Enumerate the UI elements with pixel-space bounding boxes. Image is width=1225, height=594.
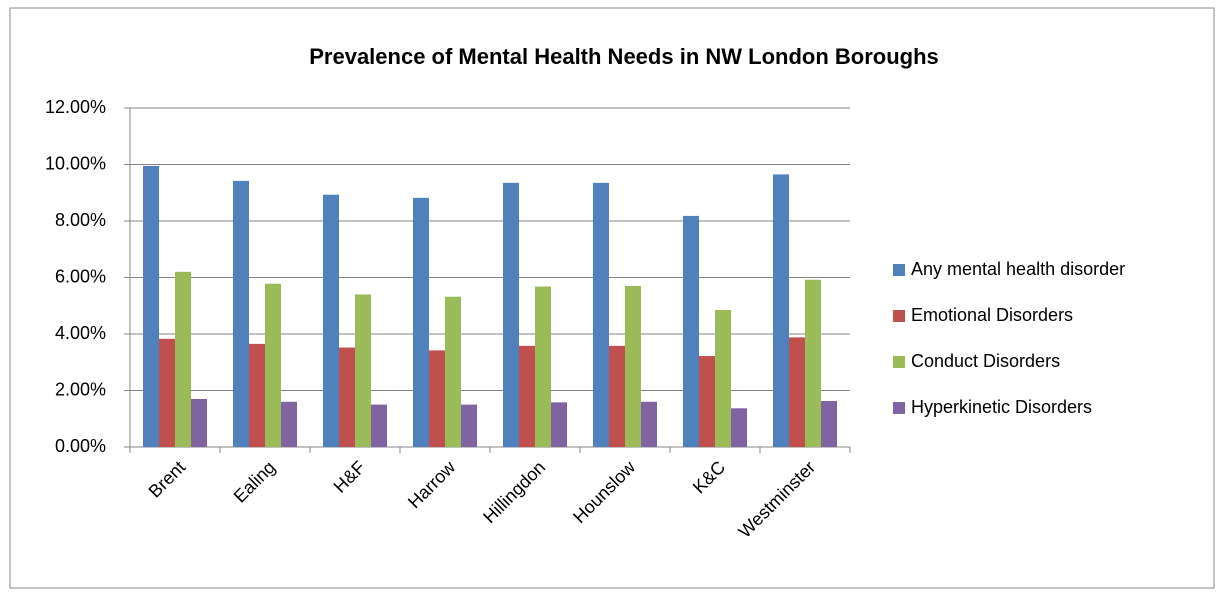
bar xyxy=(429,350,445,447)
legend-label: Conduct Disorders xyxy=(911,351,1060,371)
bar xyxy=(371,404,387,447)
legend-swatch xyxy=(893,310,905,322)
bar xyxy=(355,294,371,447)
bar xyxy=(281,401,297,447)
y-tick-label: 10.00% xyxy=(45,153,106,173)
bar xyxy=(249,343,265,447)
bar xyxy=(821,400,837,447)
bar xyxy=(175,271,191,447)
y-tick-label: 4.00% xyxy=(55,323,106,343)
y-tick-label: 0.00% xyxy=(55,436,106,456)
legend-label: Emotional Disorders xyxy=(911,305,1073,325)
legend-swatch xyxy=(893,402,905,414)
bar xyxy=(339,347,355,447)
y-tick-label: 12.00% xyxy=(45,97,106,117)
legend-label: Any mental health disorder xyxy=(911,259,1125,279)
bar xyxy=(773,174,789,447)
legend-label: Hyperkinetic Disorders xyxy=(911,397,1092,417)
bar xyxy=(535,286,551,447)
bar xyxy=(519,345,535,447)
y-tick-label: 2.00% xyxy=(55,379,106,399)
bar xyxy=(233,180,249,447)
chart-title: Prevalence of Mental Health Needs in NW … xyxy=(309,44,939,69)
bar xyxy=(593,182,609,448)
bar xyxy=(503,182,519,448)
bar xyxy=(805,279,821,447)
bar xyxy=(731,408,747,447)
bar xyxy=(461,404,477,447)
bar xyxy=(641,401,657,447)
bar xyxy=(683,215,699,447)
y-tick-label: 6.00% xyxy=(55,266,106,286)
bar xyxy=(789,337,805,447)
bar xyxy=(715,309,731,447)
bar xyxy=(191,398,207,447)
bar xyxy=(609,345,625,447)
chart-frame xyxy=(9,7,1215,589)
bar xyxy=(159,338,175,447)
bar xyxy=(323,194,339,447)
bar xyxy=(265,283,281,447)
y-tick-label: 8.00% xyxy=(55,210,106,230)
legend-swatch xyxy=(893,264,905,276)
legend-swatch xyxy=(893,356,905,368)
bar xyxy=(551,402,567,447)
bar xyxy=(445,296,461,447)
bar xyxy=(413,197,429,447)
bar xyxy=(143,165,159,447)
bar xyxy=(625,285,641,447)
bar xyxy=(699,356,715,447)
